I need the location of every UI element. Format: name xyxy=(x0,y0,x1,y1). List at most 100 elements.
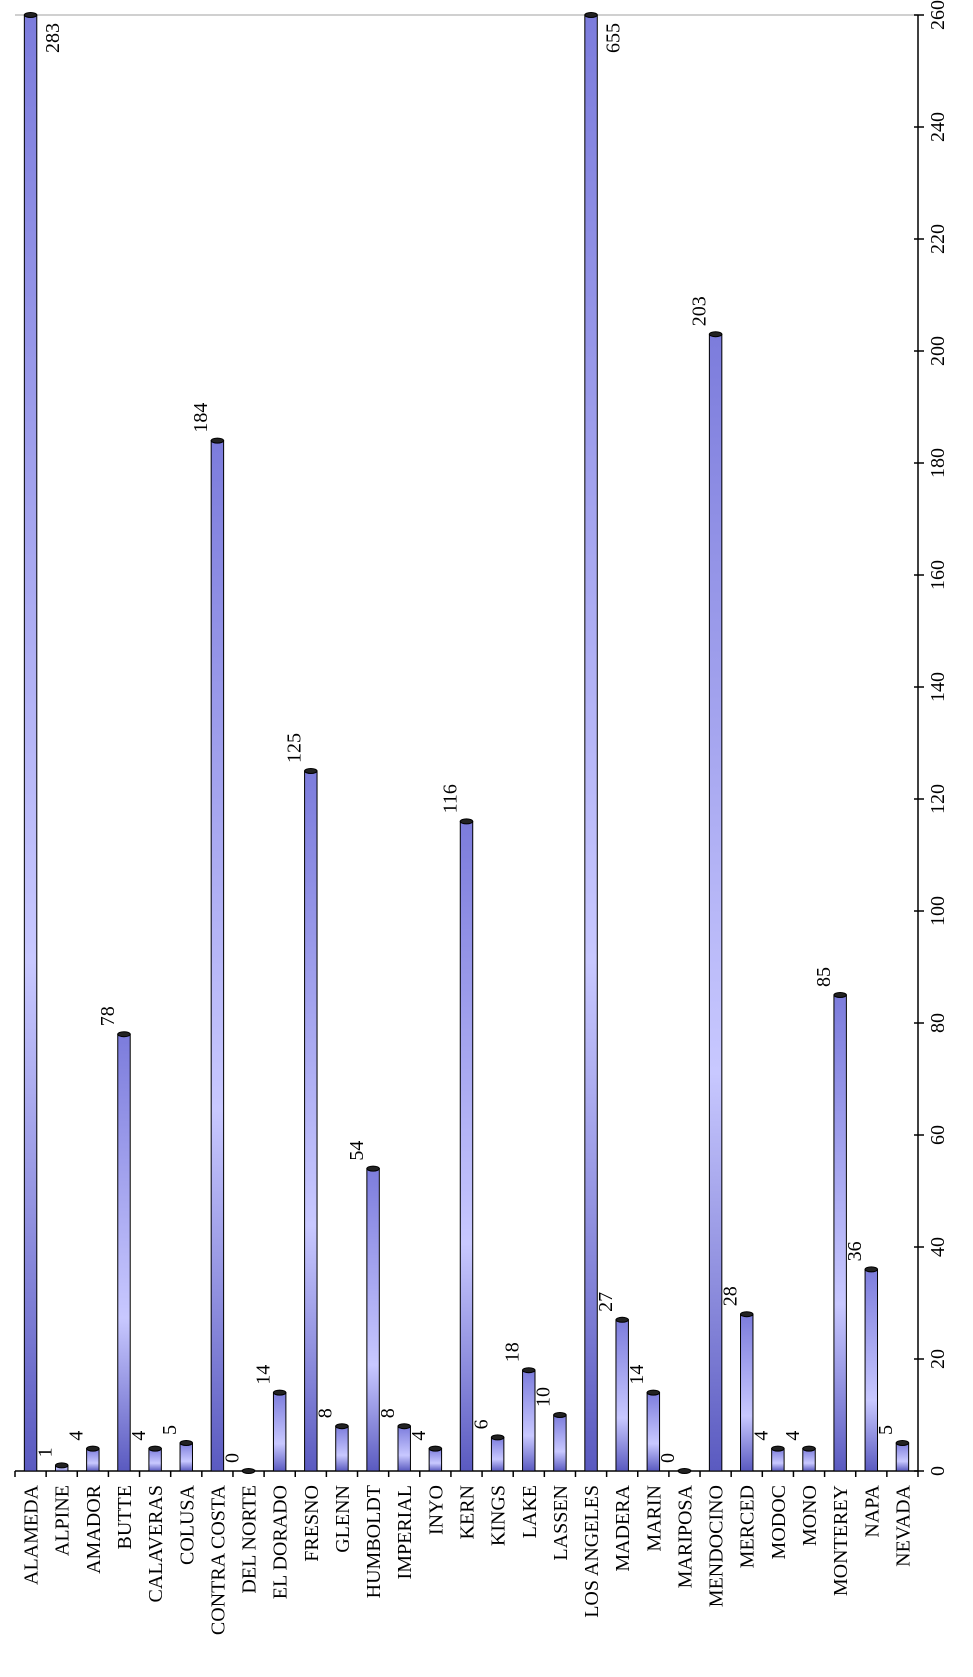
bar xyxy=(833,992,847,1472)
bar xyxy=(553,1412,567,1472)
bar-body xyxy=(490,1436,505,1472)
bar-cap xyxy=(584,12,598,18)
value-tick-label: 100 xyxy=(927,896,949,926)
category-label: MADERA xyxy=(612,1484,634,1571)
bar xyxy=(210,437,225,1472)
value-tick-label: 120 xyxy=(927,784,949,814)
category-label: DEL NORTE xyxy=(239,1485,261,1594)
value-tick-label: 200 xyxy=(927,336,949,366)
bar xyxy=(584,12,598,1472)
bar-cap xyxy=(833,992,847,998)
category-label: FRESNO xyxy=(301,1485,323,1562)
bar xyxy=(428,1445,443,1472)
bar-cap xyxy=(522,1367,536,1374)
bar-cap xyxy=(864,1266,879,1273)
bar xyxy=(490,1434,505,1472)
value-tick-label: 60 xyxy=(927,1125,949,1145)
bar xyxy=(179,1440,193,1472)
data-label: 4 xyxy=(408,1431,430,1441)
value-tick-label: 160 xyxy=(927,560,949,590)
value-tick-label: 0 xyxy=(927,1466,949,1476)
bar-body xyxy=(864,1268,879,1472)
bar xyxy=(86,1445,100,1472)
bar-body xyxy=(148,1448,162,1472)
category-label: BUTTE xyxy=(114,1485,136,1549)
data-label: 203 xyxy=(688,296,710,326)
bar-cap xyxy=(366,1165,380,1172)
bar-body xyxy=(615,1319,629,1472)
value-tick-label: 180 xyxy=(927,448,949,478)
bar-body xyxy=(522,1369,536,1472)
category-label: IMPERIAL xyxy=(394,1485,416,1579)
category-label: NAPA xyxy=(861,1484,883,1537)
bar-cap xyxy=(241,1468,256,1474)
category-label: COLUSA xyxy=(176,1484,198,1565)
category-label: ALPINE xyxy=(52,1485,74,1556)
data-label: 4 xyxy=(128,1431,150,1441)
category-label: MARIN xyxy=(643,1485,665,1552)
data-label: 184 xyxy=(190,403,212,433)
bar xyxy=(397,1423,411,1472)
data-label: 36 xyxy=(844,1241,866,1261)
data-label: 28 xyxy=(720,1286,742,1306)
data-label: 125 xyxy=(284,733,306,763)
bar-cap xyxy=(615,1316,629,1323)
chart-rotated-group: 2831478451840141258548411661810655271402… xyxy=(14,0,949,1635)
data-label: 4 xyxy=(782,1431,804,1441)
bar-cap xyxy=(397,1423,411,1430)
bar-cap xyxy=(677,1468,692,1474)
bar xyxy=(864,1266,879,1472)
bar-body xyxy=(272,1392,287,1472)
data-label: 116 xyxy=(439,784,461,813)
bar xyxy=(148,1445,162,1472)
data-label: 78 xyxy=(97,1006,119,1026)
category-label: NEVADA xyxy=(892,1484,914,1566)
bar xyxy=(366,1165,380,1472)
category-label: LOS ANGELES xyxy=(581,1485,603,1618)
category-label: MARIPOSA xyxy=(674,1484,696,1588)
bar-cap xyxy=(335,1423,349,1430)
bar-cap xyxy=(54,1462,69,1469)
bar-body xyxy=(304,770,318,1472)
bar-cap xyxy=(459,818,474,825)
bar-body xyxy=(86,1448,100,1472)
bar xyxy=(23,12,38,1472)
bar-body xyxy=(210,440,225,1472)
data-label: 18 xyxy=(502,1342,524,1362)
category-label: KINGS xyxy=(488,1485,510,1546)
category-label: GLENN xyxy=(332,1485,354,1553)
data-label: 14 xyxy=(252,1365,274,1385)
bar-body xyxy=(459,820,474,1472)
bar-body xyxy=(802,1448,816,1472)
data-label: 8 xyxy=(377,1408,399,1418)
category-label: HUMBOLDT xyxy=(363,1485,385,1598)
bar xyxy=(771,1445,785,1472)
bar-cap xyxy=(210,437,225,444)
bar xyxy=(740,1311,754,1472)
category-label: MODOC xyxy=(768,1485,790,1559)
category-label: MONO xyxy=(799,1485,821,1546)
category-label: MENDOCINO xyxy=(706,1485,728,1607)
category-label: ALAMEDA xyxy=(21,1484,43,1585)
bar-cap xyxy=(802,1445,816,1452)
bar xyxy=(615,1316,629,1472)
value-tick-label: 20 xyxy=(927,1349,949,1369)
data-label: 4 xyxy=(751,1431,773,1441)
data-label: 10 xyxy=(533,1387,555,1407)
bar-cap xyxy=(86,1445,100,1452)
bar xyxy=(304,768,318,1472)
bar-body xyxy=(771,1448,785,1472)
bar-body xyxy=(335,1425,349,1472)
bar-cap xyxy=(771,1445,785,1452)
bar xyxy=(272,1389,287,1472)
value-tick-label: 220 xyxy=(927,224,949,254)
bar-cap xyxy=(179,1440,193,1446)
bar-cap xyxy=(148,1445,162,1452)
data-label: 27 xyxy=(595,1292,617,1312)
data-label: 5 xyxy=(159,1425,181,1435)
bar xyxy=(895,1440,910,1472)
bar-body xyxy=(553,1414,567,1472)
bar xyxy=(708,331,723,1472)
data-label: 14 xyxy=(626,1365,648,1385)
